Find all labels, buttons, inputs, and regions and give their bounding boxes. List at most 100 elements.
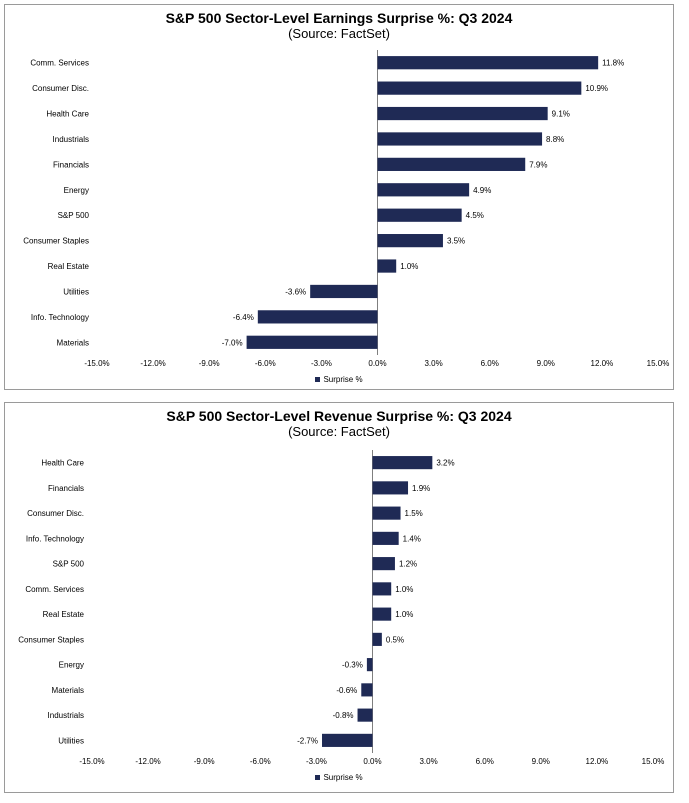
category-label: Health Care bbox=[46, 110, 89, 119]
x-tick-label: 15.0% bbox=[642, 757, 665, 766]
x-tick-label: -6.0% bbox=[250, 757, 271, 766]
bar bbox=[361, 683, 373, 697]
legend-label: Surprise % bbox=[323, 375, 363, 384]
x-tick-label: -9.0% bbox=[199, 359, 220, 368]
bar bbox=[377, 183, 470, 197]
bar bbox=[322, 733, 373, 747]
data-label: 1.0% bbox=[400, 262, 418, 271]
data-label: -3.6% bbox=[285, 287, 306, 296]
bar bbox=[310, 284, 378, 299]
x-tick-label: -15.0% bbox=[84, 359, 109, 368]
bar bbox=[246, 335, 378, 349]
chart-title: S&P 500 Sector-Level Earnings Surprise %… bbox=[165, 10, 513, 26]
category-label: Utilities bbox=[63, 287, 89, 296]
category-label: Financials bbox=[48, 484, 84, 493]
chart-subtitle: (Source: FactSet) bbox=[288, 424, 390, 439]
legend-swatch bbox=[315, 377, 321, 383]
data-label: 3.2% bbox=[436, 459, 454, 468]
category-label: S&P 500 bbox=[58, 211, 90, 220]
bar bbox=[366, 658, 373, 672]
category-label: Utilities bbox=[58, 736, 84, 745]
x-tick-label: 3.0% bbox=[424, 359, 442, 368]
category-label: Industrials bbox=[53, 135, 89, 144]
data-label: -7.0% bbox=[222, 338, 243, 347]
data-label: 8.8% bbox=[546, 135, 564, 144]
bar bbox=[372, 506, 401, 520]
data-label: 4.9% bbox=[473, 186, 491, 195]
bar bbox=[377, 81, 582, 95]
x-tick-label: -15.0% bbox=[79, 757, 104, 766]
category-label: Comm. Services bbox=[25, 585, 84, 594]
data-label: -0.8% bbox=[333, 711, 354, 720]
x-tick-label: -3.0% bbox=[306, 757, 327, 766]
bar bbox=[377, 56, 599, 70]
x-tick-label: 15.0% bbox=[647, 359, 670, 368]
bar bbox=[372, 531, 399, 545]
category-label: S&P 500 bbox=[53, 560, 85, 569]
data-label: 0.5% bbox=[386, 635, 404, 644]
category-label: Health Care bbox=[41, 459, 84, 468]
bar bbox=[377, 234, 443, 248]
bar bbox=[377, 259, 397, 273]
legend: Surprise % bbox=[5, 375, 673, 384]
x-tick-label: -6.0% bbox=[255, 359, 276, 368]
category-label: Consumer Disc. bbox=[32, 84, 89, 93]
bar bbox=[372, 557, 395, 571]
chart-subtitle: (Source: FactSet) bbox=[288, 26, 390, 41]
category-label: Real Estate bbox=[48, 262, 90, 271]
data-label: -6.4% bbox=[233, 313, 254, 322]
category-label: Energy bbox=[59, 661, 84, 670]
category-label: Financials bbox=[53, 160, 89, 169]
x-tick-label: 0.0% bbox=[368, 359, 386, 368]
revenue-plot: Health Care 3.2% Financials 1.9% Consumer Di… bbox=[18, 450, 665, 766]
data-label: 1.4% bbox=[403, 534, 421, 543]
x-tick-label: -3.0% bbox=[311, 359, 332, 368]
data-label: -2.7% bbox=[297, 736, 318, 745]
category-label: Consumer Staples bbox=[23, 237, 89, 246]
data-label: 11.8% bbox=[602, 59, 624, 68]
category-label: Energy bbox=[64, 186, 89, 195]
legend-swatch bbox=[315, 775, 321, 781]
bar bbox=[357, 708, 373, 722]
data-label: 1.9% bbox=[412, 484, 430, 493]
bar bbox=[372, 607, 392, 621]
x-tick-label: -12.0% bbox=[140, 359, 165, 368]
x-tick-label: 12.0% bbox=[591, 359, 614, 368]
earnings-chart-panel: S&P 500 Sector-Level Earnings Surprise %… bbox=[4, 4, 674, 390]
legend-label: Surprise % bbox=[323, 773, 363, 782]
category-label: Real Estate bbox=[43, 610, 85, 619]
data-label: 1.0% bbox=[395, 610, 413, 619]
category-label: Industrials bbox=[48, 711, 84, 720]
category-label: Comm. Services bbox=[30, 59, 89, 68]
bar bbox=[372, 456, 433, 470]
x-tick-label: 3.0% bbox=[419, 757, 437, 766]
x-tick-label: 0.0% bbox=[363, 757, 381, 766]
category-label: Consumer Disc. bbox=[27, 509, 84, 518]
data-label: 3.5% bbox=[447, 237, 465, 246]
earnings-plot: Comm. Services 11.8% Consumer Disc. 10.9% He… bbox=[23, 50, 670, 368]
bar bbox=[257, 310, 378, 324]
data-label: 9.1% bbox=[552, 110, 570, 119]
data-label: 1.5% bbox=[405, 509, 423, 518]
x-tick-label: 6.0% bbox=[476, 757, 494, 766]
data-label: -0.3% bbox=[342, 661, 363, 670]
x-tick-label: 9.0% bbox=[537, 359, 555, 368]
data-label: 1.2% bbox=[399, 560, 417, 569]
x-tick-label: 12.0% bbox=[586, 757, 609, 766]
revenue-chart-panel: S&P 500 Sector-Level Revenue Surprise %:… bbox=[4, 402, 674, 793]
category-label: Consumer Staples bbox=[18, 635, 84, 644]
bar bbox=[377, 157, 526, 171]
category-label: Materials bbox=[52, 686, 84, 695]
bar bbox=[372, 582, 392, 596]
bar bbox=[377, 208, 462, 222]
data-label: 10.9% bbox=[585, 84, 608, 93]
x-tick-label: -9.0% bbox=[194, 757, 215, 766]
bar bbox=[372, 632, 382, 646]
x-tick-label: -12.0% bbox=[135, 757, 160, 766]
data-label: 4.5% bbox=[466, 211, 484, 220]
bar bbox=[372, 481, 409, 495]
data-label: 7.9% bbox=[529, 160, 547, 169]
data-label: -0.6% bbox=[336, 686, 357, 695]
x-tick-label: 9.0% bbox=[532, 757, 550, 766]
bar bbox=[377, 132, 543, 146]
